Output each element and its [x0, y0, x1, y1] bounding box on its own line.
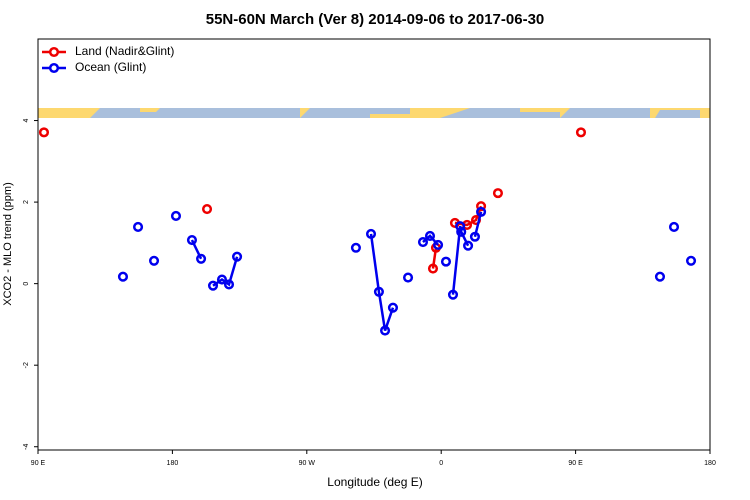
point [440, 256, 452, 267]
point [387, 302, 399, 313]
point [433, 239, 444, 250]
point [492, 188, 503, 199]
point [373, 286, 384, 297]
point [402, 272, 414, 283]
point [201, 203, 213, 215]
point [170, 210, 182, 222]
point [117, 271, 129, 282]
point [186, 234, 198, 246]
y-tick-label: 0 [23, 282, 30, 286]
series-line [433, 132, 581, 268]
point [232, 251, 243, 262]
point [38, 127, 50, 138]
point [463, 240, 474, 251]
series-line [192, 212, 691, 331]
point [456, 226, 467, 237]
point [575, 127, 587, 138]
point [133, 221, 144, 233]
x-tick-label: 180 [167, 460, 179, 467]
point [685, 255, 697, 266]
legend-label: Land (Nadir&Glint) [75, 44, 174, 58]
legend-marker [48, 62, 60, 74]
y-tick-label: -4 [23, 444, 30, 450]
point [417, 237, 429, 248]
point [427, 263, 439, 274]
point [380, 325, 391, 336]
point [476, 201, 487, 212]
point [668, 221, 680, 233]
point [654, 271, 666, 282]
legend-marker [48, 46, 60, 58]
x-tick-label: 0 [439, 460, 443, 467]
y-tick-label: 2 [23, 200, 30, 204]
point [196, 253, 207, 264]
y-axis-label: XCO2 - MLO trend (ppm) [2, 182, 14, 305]
y-tick-label: -2 [23, 362, 30, 368]
point [216, 274, 228, 285]
plot-frame [37, 38, 711, 451]
map-strip [38, 108, 710, 118]
point [223, 279, 235, 290]
x-tick-label: 90 W [299, 460, 316, 467]
x-tick-label: 90 E [31, 460, 46, 467]
point [455, 221, 466, 232]
x-tick-label: 180 [704, 460, 716, 467]
x-tick-label: 90 E [568, 460, 583, 467]
point [207, 280, 219, 291]
y-tick-label: 4 [23, 119, 30, 123]
point [447, 289, 459, 300]
chart-title: 55N-60N March (Ver 8) 2014-09-06 to 2017… [206, 11, 545, 28]
point [469, 231, 480, 242]
x-axis-label: Longitude (deg E) [327, 475, 422, 489]
point [476, 206, 487, 217]
point [148, 255, 160, 266]
point [470, 214, 482, 226]
point [424, 230, 436, 241]
point [365, 228, 377, 239]
point [350, 242, 361, 253]
legend-label: Ocean (Glint) [75, 60, 146, 74]
